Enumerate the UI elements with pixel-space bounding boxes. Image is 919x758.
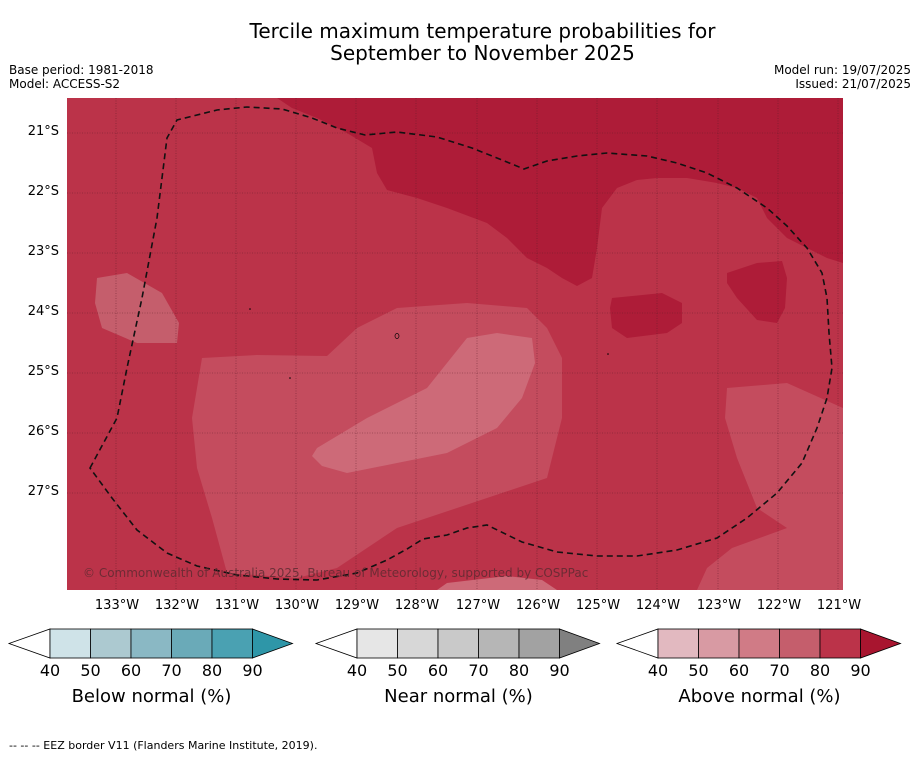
issued-date: Issued: 21/07/2025 <box>795 77 911 91</box>
colorbar-tick: 60 <box>427 661 449 680</box>
colorbar-segment <box>90 628 132 659</box>
footnote: -- -- -- EEZ border V11 (Flanders Marine… <box>9 739 318 752</box>
lon-label: 131°W <box>214 598 260 613</box>
colorbar-tick: 80 <box>201 661 223 680</box>
copyright-text: © Commonwealth of Australia 2025, Bureau… <box>83 566 589 580</box>
colorbar-tick: 90 <box>242 661 263 680</box>
lon-label: 129°W <box>334 598 380 613</box>
region-above-90-center <box>610 293 682 338</box>
region-above-60-70-south <box>437 576 557 590</box>
colorbar-tick: 80 <box>809 661 831 680</box>
colorbar-tick: 40 <box>346 661 368 680</box>
lat-label: 27°S <box>27 484 59 499</box>
lon-label: 128°W <box>394 598 440 613</box>
lat-label: 23°S <box>27 244 59 259</box>
colorbar-segment <box>49 628 91 659</box>
colorbar-tick: 90 <box>850 661 871 680</box>
lon-label: 124°W <box>635 598 681 613</box>
colorbar-tick: 90 <box>549 661 570 680</box>
base-period: Base period: 1981-2018 <box>9 63 154 77</box>
model-run: Model run: 19/07/2025 <box>773 63 911 77</box>
island-dot-3 <box>289 377 291 379</box>
lat-label: 24°S <box>27 304 59 319</box>
colorbar-segment <box>779 628 821 659</box>
colorbar-segment <box>657 628 699 659</box>
lat-label: 26°S <box>27 424 59 439</box>
colorbar-tick: 50 <box>80 661 101 680</box>
island-dot-1 <box>249 308 251 310</box>
colorbar-tick: 70 <box>161 661 182 680</box>
region-above-70-80-east <box>697 383 843 590</box>
colorbar-tick: 50 <box>688 661 709 680</box>
colorbar-near-title: Near normal (%) <box>384 686 533 707</box>
lat-label: 21°S <box>27 124 59 139</box>
colorbar-extend-high <box>860 628 902 659</box>
region-above-90-east <box>727 261 787 323</box>
colorbar-segment <box>437 628 479 659</box>
lat-label: 22°S <box>27 184 59 199</box>
meta-right: Model run: 19/07/2025 Issued: 21/07/2025 <box>774 63 911 91</box>
colorbar-segment <box>356 628 398 659</box>
model-name: Model: ACCESS-S2 <box>9 77 121 91</box>
title-line-1: Tercile maximum temperature probabilitie… <box>249 19 716 43</box>
colorbar-above-title: Above normal (%) <box>678 686 841 707</box>
lat-label: 25°S <box>27 364 59 379</box>
island-dot-2 <box>394 333 400 339</box>
lon-label: 122°W <box>756 598 802 613</box>
colorbar-segment <box>478 628 520 659</box>
colorbar-tick: 50 <box>387 661 408 680</box>
colorbar-tick: 70 <box>468 661 489 680</box>
lon-label: 125°W <box>575 598 621 613</box>
colorbar-below <box>7 628 295 659</box>
colorbar-segment <box>211 628 253 659</box>
colorbar-extend-low <box>314 628 358 659</box>
colorbar-extend-high <box>559 628 601 659</box>
colorbar-tick: 40 <box>647 661 669 680</box>
colorbar-segment <box>738 628 780 659</box>
colorbar-tick: 70 <box>769 661 790 680</box>
colorbar-segment <box>819 628 861 659</box>
colorbar-extend-low <box>7 628 51 659</box>
colorbar-above <box>615 628 903 659</box>
lon-label: 121°W <box>816 598 862 613</box>
colorbar-tick: 60 <box>728 661 750 680</box>
colorbar-tick: 40 <box>39 661 61 680</box>
colorbar-segment <box>698 628 740 659</box>
lon-label: 127°W <box>455 598 501 613</box>
region-above-90 <box>277 98 843 286</box>
colorbar-below-title: Below normal (%) <box>71 686 232 707</box>
lon-label: 132°W <box>154 598 200 613</box>
colorbar-segment <box>130 628 172 659</box>
lon-label: 130°W <box>274 598 320 613</box>
colorbar-tick: 80 <box>508 661 530 680</box>
lon-label: 123°W <box>696 598 742 613</box>
colorbar-near <box>314 628 602 659</box>
map-panel <box>67 98 843 590</box>
colorbar-segment <box>171 628 213 659</box>
lon-label: 126°W <box>515 598 561 613</box>
lon-label: 133°W <box>94 598 140 613</box>
title-line-2: September to November 2025 <box>330 41 635 65</box>
colorbar-tick: 60 <box>120 661 142 680</box>
island-dot-4 <box>607 353 609 355</box>
eez-border <box>89 106 833 581</box>
meta-left: Base period: 1981-2018 Model: ACCESS-S2 <box>9 63 154 91</box>
colorbar-extend-high <box>252 628 294 659</box>
colorbar-segment <box>397 628 439 659</box>
colorbar-extend-low <box>615 628 659 659</box>
region-above-60-70 <box>312 333 535 473</box>
chart-title: Tercile maximum temperature probabilitie… <box>0 20 919 64</box>
gridlines <box>67 98 843 590</box>
colorbar-segment <box>518 628 560 659</box>
map-svg <box>67 98 843 590</box>
